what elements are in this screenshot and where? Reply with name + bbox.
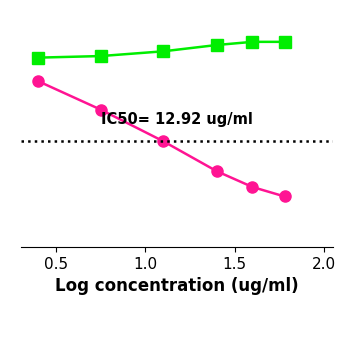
X-axis label: Log concentration (ug/ml): Log concentration (ug/ml) [55, 277, 298, 295]
Text: IC50= 12.92 ug/ml: IC50= 12.92 ug/ml [101, 112, 253, 127]
